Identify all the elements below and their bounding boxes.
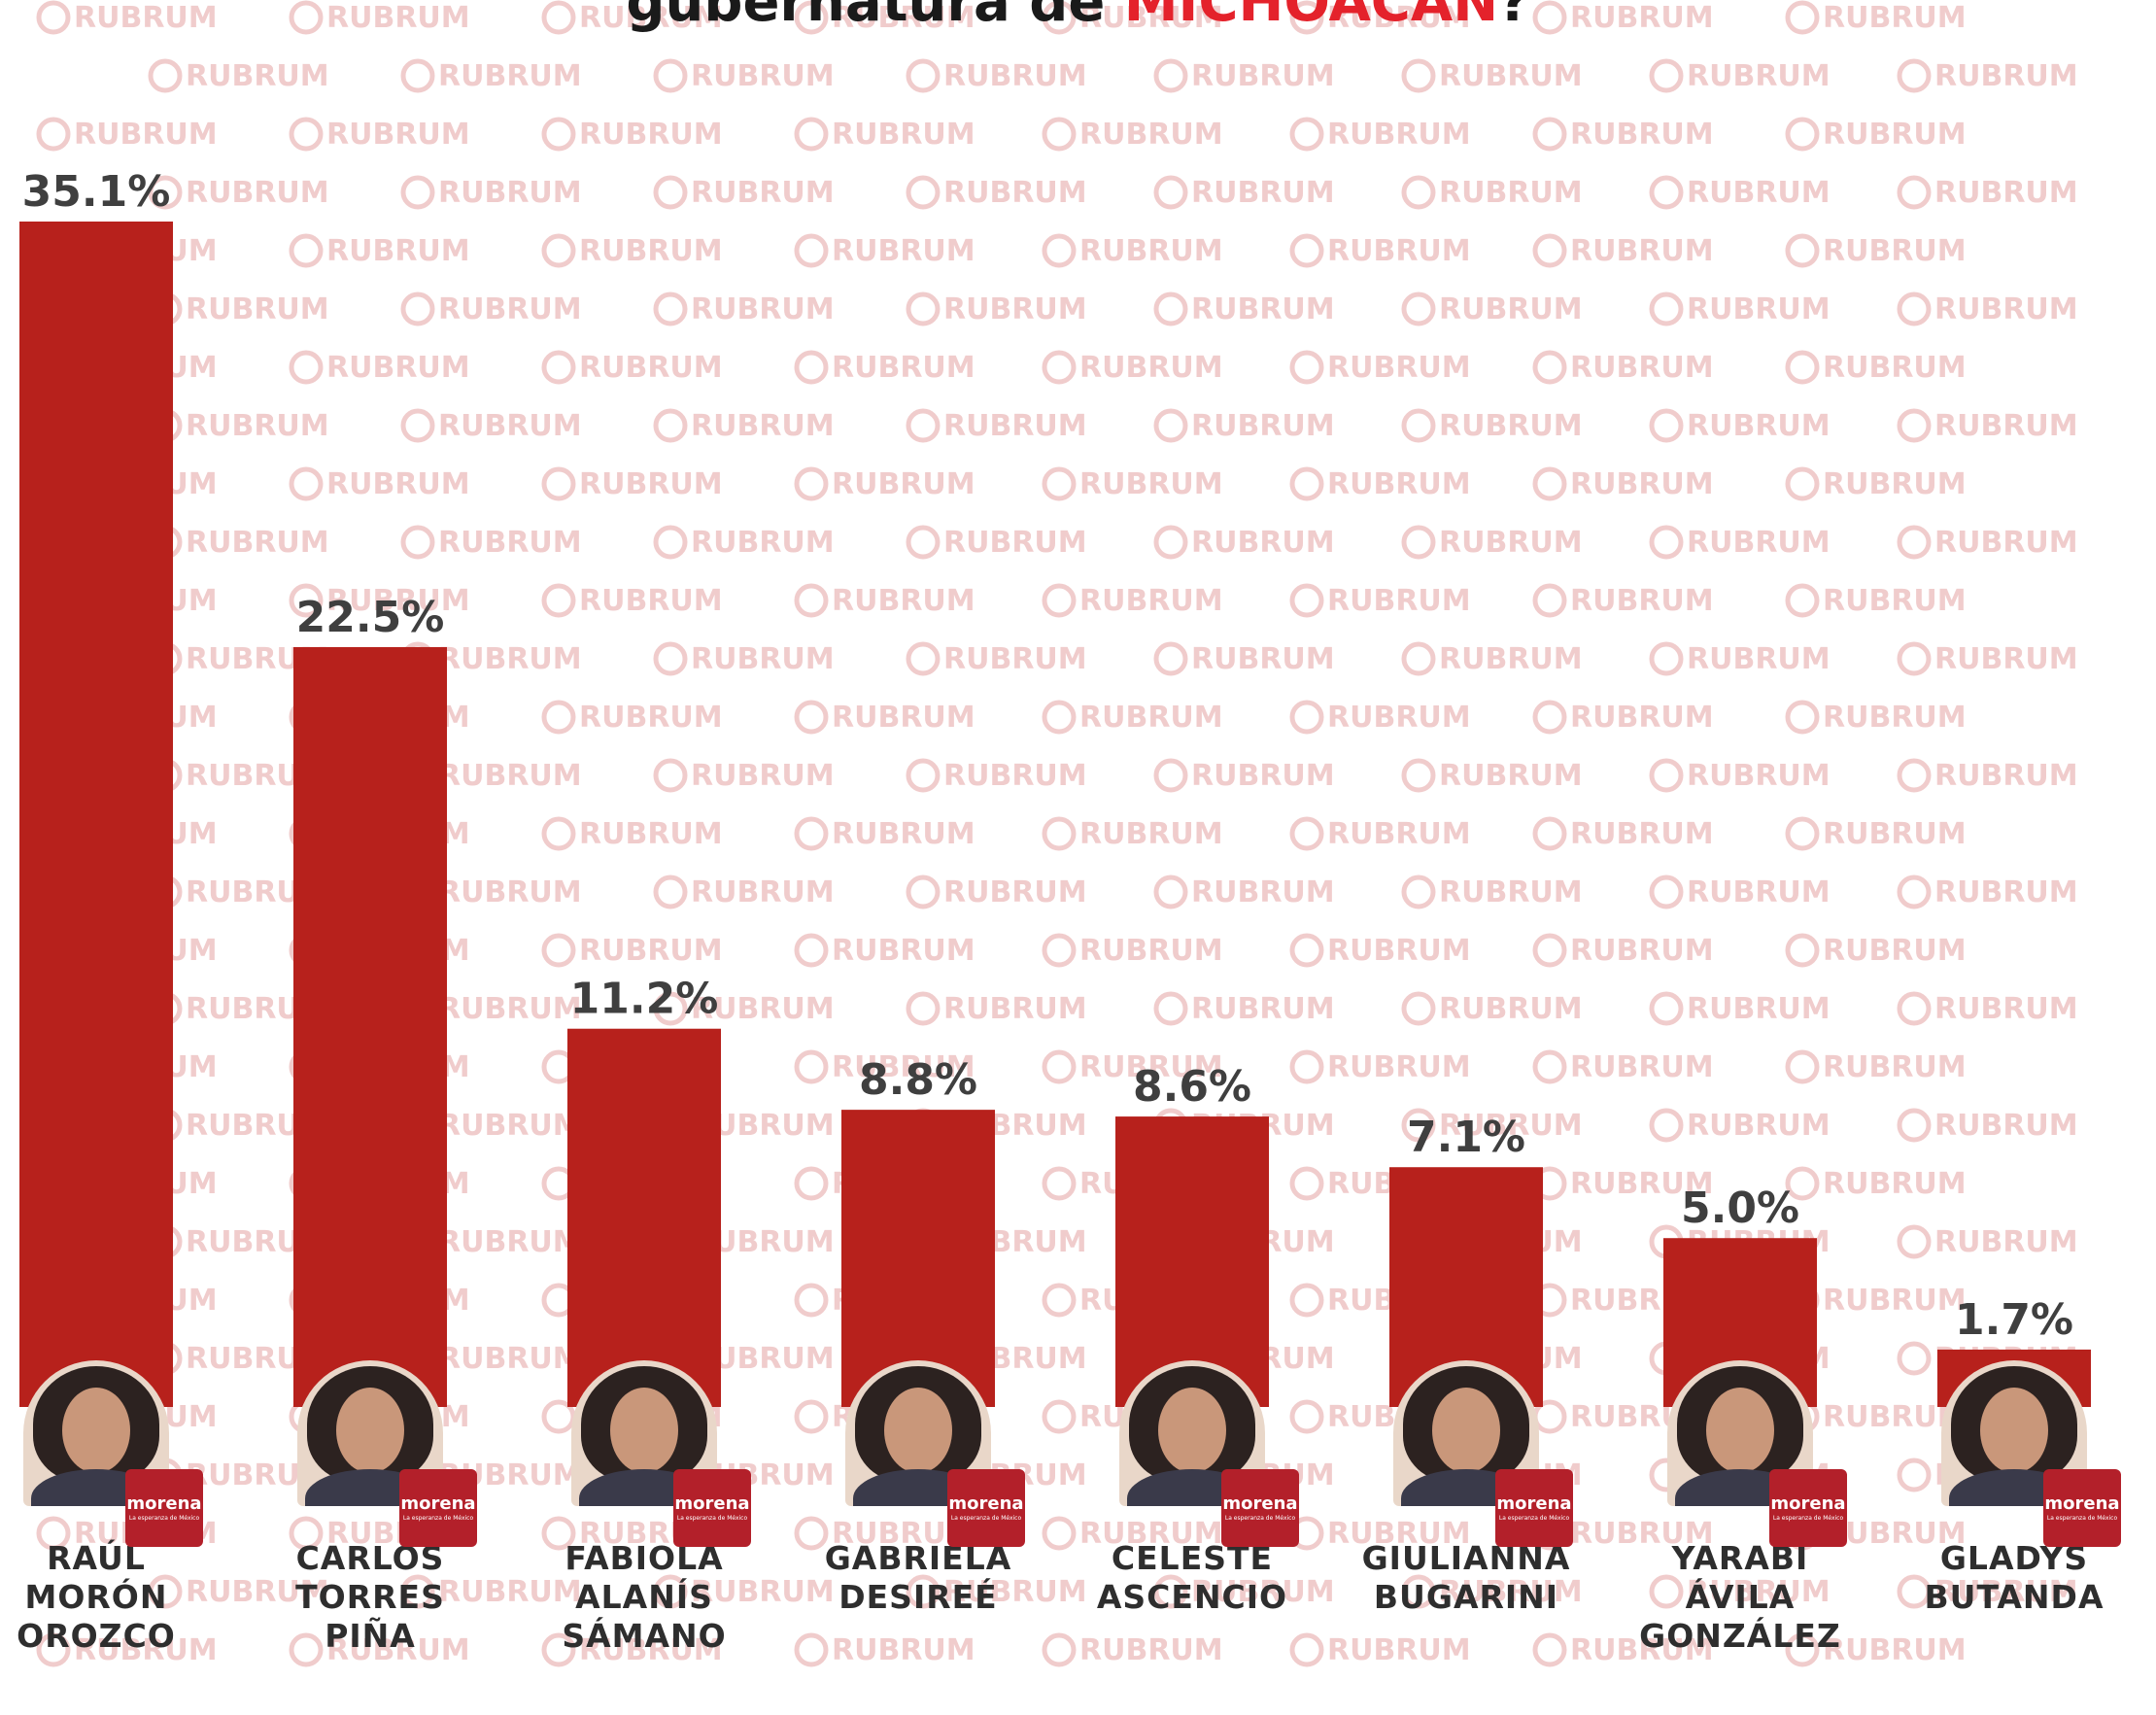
candidate-6: morena La esperanza de México GIULIANNA BUG…	[1345, 1360, 1588, 1617]
title-suffix: ?	[1498, 0, 1530, 34]
candidate-name-line: DESIREÉ	[838, 1578, 998, 1616]
morena-logo-text: morena	[674, 1492, 750, 1514]
morena-logo: morena La esperanza de México	[125, 1469, 203, 1547]
morena-logo-text: morena	[1222, 1492, 1298, 1514]
candidate-name: GLADYS BUTANDA	[1893, 1539, 2136, 1617]
morena-logo-text: morena	[2044, 1492, 2120, 1514]
bar	[19, 222, 173, 1407]
bar	[841, 1110, 995, 1407]
morena-logo: morena La esperanza de México	[947, 1469, 1025, 1547]
title-state: MICHOACÁN	[1123, 0, 1499, 34]
morena-logo-subtitle: La esperanza de México	[950, 1514, 1022, 1522]
value-label: 35.1%	[22, 167, 171, 217]
page-title: gubernatura de MICHOACÁN?	[0, 0, 2156, 34]
bar	[1115, 1116, 1269, 1407]
candidate-name-line: SÁMANO	[562, 1617, 727, 1655]
morena-logo-text: morena	[126, 1492, 202, 1514]
morena-logo-text: morena	[948, 1492, 1024, 1514]
candidate-name: FABIOLA ALANÍS SÁMANO	[523, 1539, 766, 1656]
value-label: 5.0%	[1681, 1183, 1799, 1233]
candidate-name: RAÚL MORÓN OROZCO	[0, 1539, 218, 1656]
morena-logo-subtitle: La esperanza de México	[1224, 1514, 1296, 1522]
title-text: gubernatura de	[626, 0, 1106, 34]
candidate-name-line: MORÓN	[24, 1578, 168, 1616]
candidate-name-line: BUTANDA	[1924, 1578, 2105, 1616]
morena-logo: morena La esperanza de México	[399, 1469, 477, 1547]
value-label: 22.5%	[296, 593, 445, 642]
candidate-2: morena La esperanza de México CARLOS TORRES…	[249, 1360, 492, 1656]
candidate-name-line: TORRES	[295, 1578, 445, 1616]
candidate-photo	[297, 1360, 443, 1506]
candidate-name-line: ASCENCIO	[1096, 1578, 1288, 1616]
morena-logo: morena La esperanza de México	[1221, 1469, 1299, 1547]
candidate-1: morena La esperanza de México RAÚL MORÓN ORO…	[0, 1360, 218, 1656]
candidate-4: morena La esperanza de México GABRIELA DESI…	[797, 1360, 1040, 1617]
candidate-name-line: ÁVILA	[1685, 1578, 1796, 1616]
morena-logo-subtitle: La esperanza de México	[2046, 1514, 2118, 1522]
candidate-name-line: PIÑA	[325, 1617, 416, 1655]
candidate-name-line: GONZÁLEZ	[1639, 1617, 1841, 1655]
morena-logo: morena La esperanza de México	[1769, 1469, 1847, 1547]
candidate-name: CELESTE ASCENCIO	[1071, 1539, 1314, 1617]
value-label: 1.7%	[1955, 1295, 2073, 1345]
value-label: 8.6%	[1133, 1062, 1251, 1112]
candidate-name: GIULIANNA BUGARINI	[1345, 1539, 1588, 1617]
candidate-5: morena La esperanza de México CELESTE ASCEN…	[1071, 1360, 1314, 1617]
morena-logo-subtitle: La esperanza de México	[676, 1514, 748, 1522]
bar	[293, 646, 447, 1407]
candidate-photo	[571, 1360, 717, 1506]
morena-logo-subtitle: La esperanza de México	[1498, 1514, 1570, 1522]
value-label: 11.2%	[570, 975, 719, 1024]
morena-logo-subtitle: La esperanza de México	[1772, 1514, 1844, 1522]
value-label: 8.8%	[859, 1055, 977, 1105]
candidate-name-line: ALANÍS	[575, 1578, 713, 1616]
candidate-photo	[1393, 1360, 1539, 1506]
morena-logo-subtitle: La esperanza de México	[402, 1514, 474, 1522]
candidate-8: morena La esperanza de México GLADYS BUTAND…	[1893, 1360, 2136, 1617]
candidate-name: YARABÍ ÁVILA GONZÁLEZ	[1619, 1539, 1862, 1656]
bar	[567, 1028, 721, 1407]
candidate-name-line: OROZCO	[17, 1617, 176, 1655]
candidate-name: CARLOS TORRES PIÑA	[249, 1539, 492, 1656]
morena-logo: morena La esperanza de México	[673, 1469, 751, 1547]
candidate-3: morena La esperanza de México FABIOLA ALANÍ…	[523, 1360, 766, 1656]
morena-logo-text: morena	[400, 1492, 476, 1514]
value-label: 7.1%	[1407, 1113, 1525, 1162]
candidate-7: morena La esperanza de México YARABÍ ÁVILA G…	[1619, 1360, 1862, 1656]
morena-logo-subtitle: La esperanza de México	[128, 1514, 200, 1522]
morena-logo-text: morena	[1770, 1492, 1846, 1514]
morena-logo-text: morena	[1496, 1492, 1572, 1514]
morena-logo: morena La esperanza de México	[2043, 1469, 2121, 1547]
candidate-name: GABRIELA DESIREÉ	[797, 1539, 1040, 1617]
candidate-photo	[1667, 1360, 1813, 1506]
morena-logo: morena La esperanza de México	[1495, 1469, 1573, 1547]
candidate-name-line: BUGARINI	[1373, 1578, 1559, 1616]
